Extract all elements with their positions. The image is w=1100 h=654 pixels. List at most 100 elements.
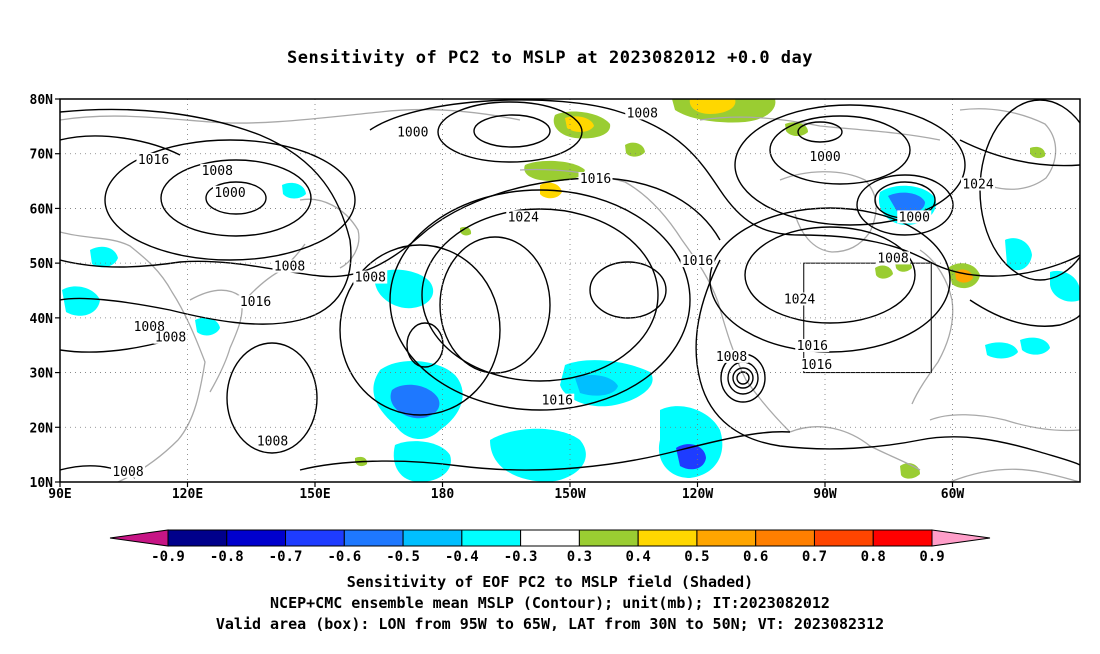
shade-gulf — [985, 342, 1018, 359]
contour-label-bg — [255, 434, 290, 448]
contour-high-pacific-d — [439, 236, 551, 374]
contour-line-mid-a — [60, 177, 721, 278]
colorbar-label: 0.8 — [861, 549, 886, 565]
contour-high-pacific-c — [589, 261, 667, 319]
contour-label-bg — [961, 177, 995, 191]
colorbar-label: 0.4 — [626, 549, 651, 565]
contour-label: 1016 — [797, 339, 828, 354]
lon-tick-label: 150W — [554, 487, 585, 502]
colorbar-label: -0.7 — [269, 549, 303, 565]
contour-line-east-a — [959, 139, 1080, 167]
shade-east-pacific-core — [575, 374, 618, 396]
colorbar-swatch — [578, 529, 639, 547]
contour-hurricane-2 — [732, 367, 754, 389]
shade-tropics-b — [658, 406, 723, 478]
contour-label-bg — [111, 464, 145, 478]
shade-central-pacific-core — [390, 384, 440, 419]
lat-tick-label: 10N — [30, 476, 54, 491]
colorbar-label: 0.9 — [919, 549, 944, 565]
contour-label-bg — [132, 319, 167, 333]
caption-line-1: Sensitivity of EOF PC2 to MSLP field (Sh… — [346, 573, 754, 591]
contour-label: 1024 — [962, 178, 993, 193]
lon-tick-label: 150E — [299, 487, 330, 502]
contour-label: 1016 — [580, 172, 611, 187]
shade-atlantic-east-b — [1050, 270, 1080, 302]
contour-high-pacific-e — [406, 322, 444, 368]
coast-south-america — [949, 468, 1080, 482]
contour-low-siberia-inner — [205, 181, 267, 215]
shade-caribbean — [1020, 337, 1050, 355]
contour-line-north-b — [60, 135, 181, 156]
contour-label: 1024 — [508, 210, 539, 225]
contour-line-tropic-a — [299, 431, 791, 471]
coast-asia — [60, 231, 206, 482]
contour-label-bg — [506, 210, 541, 224]
contour-label: 1000 — [899, 210, 930, 225]
colorbar-label: 0.6 — [743, 549, 768, 565]
contour-label-bg — [578, 172, 613, 186]
contour-label: 1000 — [214, 186, 245, 201]
contour-label-bg — [625, 106, 660, 120]
contour-high-pacific-b — [421, 208, 659, 382]
shade-siberia — [282, 182, 306, 199]
colorbar-label: 0.5 — [684, 549, 709, 565]
lon-tick-label: 90E — [48, 487, 71, 502]
lat-tick-label: 20N — [30, 421, 54, 436]
coast-caribbean — [929, 414, 1080, 432]
lon-tick-label: 180 — [431, 487, 455, 502]
contour-high-sw-atlantic-b — [709, 207, 951, 353]
contour-label-bg — [153, 330, 188, 344]
colorbar-swatch — [755, 529, 815, 547]
lat-tick-label: 30N — [30, 367, 54, 382]
contour-line-north-c — [369, 99, 1080, 277]
shade-sw-asia-b — [90, 246, 118, 268]
contour-label-bg — [272, 259, 307, 273]
shade-great-lakes — [875, 265, 893, 279]
lat-tick-label: 80N — [30, 93, 54, 108]
map-title: Sensitivity of PC2 to MSLP at 2023082012… — [286, 48, 813, 68]
colorbar-max-triangle — [931, 529, 991, 547]
colorbar-min-triangle — [109, 529, 169, 547]
colorbar-swatch — [167, 529, 228, 547]
lat-tick-label: 50N — [30, 257, 54, 272]
contour-low-atlantic-mid — [856, 174, 954, 236]
colorbar-swatch — [285, 529, 345, 547]
contour-low-canada-inner — [797, 121, 843, 143]
shade-greenland — [1030, 146, 1046, 159]
colorbar-label: 0.3 — [567, 549, 592, 565]
lon-tick-label: 60W — [941, 487, 965, 502]
contour-high-west — [339, 244, 501, 416]
contour-high-pacific-a — [389, 189, 691, 411]
colorbar-label: -0.9 — [151, 549, 185, 565]
contour-high-sw-atlantic-a — [744, 226, 916, 324]
coast-korea-china — [189, 289, 243, 393]
contour-label: 1008 — [202, 164, 233, 179]
contour-label-bg — [795, 338, 830, 352]
contour-hurricane-1 — [736, 371, 750, 385]
contour-label: 1000 — [397, 126, 428, 141]
lon-tick-label: 120W — [682, 487, 713, 502]
graticule — [60, 99, 1080, 482]
coast-siberia-north — [60, 108, 521, 124]
colorbar: -0.9 -0.8 -0.7 -0.6 -0.5 -0.4 -0.3 0.3 0.4 0.5 0.6… — [109, 529, 991, 565]
contour-label-bg — [395, 125, 430, 139]
shade-bering-a — [524, 160, 585, 182]
shade-atlantic-east-a — [1005, 238, 1032, 271]
lon-tick-label: 120E — [172, 487, 203, 502]
coast-alaska — [519, 168, 719, 303]
contour-label-bg — [136, 152, 171, 166]
contour-low-siberia-mid — [160, 159, 312, 237]
caption-line-2: NCEP+CMC ensemble mean MSLP (Contour); u… — [270, 594, 830, 612]
caption-line-3: Valid area (box): LON from 95W to 65W, L… — [215, 615, 885, 633]
shade-japan — [195, 317, 220, 336]
coast-us-east — [911, 249, 954, 405]
contour-low-canada-outer — [734, 104, 966, 226]
contour-label: 1016 — [801, 358, 832, 373]
shade-canada-a — [625, 142, 645, 157]
colorbar-swatch — [813, 529, 874, 547]
shade-tropics-b-core — [676, 444, 706, 470]
contour-label-bg — [540, 393, 575, 407]
contour-label: 1008 — [274, 260, 305, 275]
mslp-contours — [60, 99, 1080, 479]
